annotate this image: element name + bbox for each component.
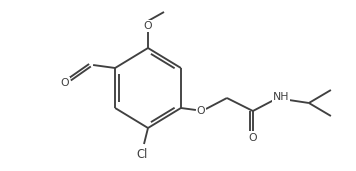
Text: O: O: [144, 21, 152, 31]
Text: O: O: [197, 106, 205, 116]
Text: Cl: Cl: [136, 148, 148, 161]
Text: O: O: [61, 78, 69, 88]
Text: O: O: [248, 133, 257, 143]
Text: NH: NH: [273, 92, 289, 102]
